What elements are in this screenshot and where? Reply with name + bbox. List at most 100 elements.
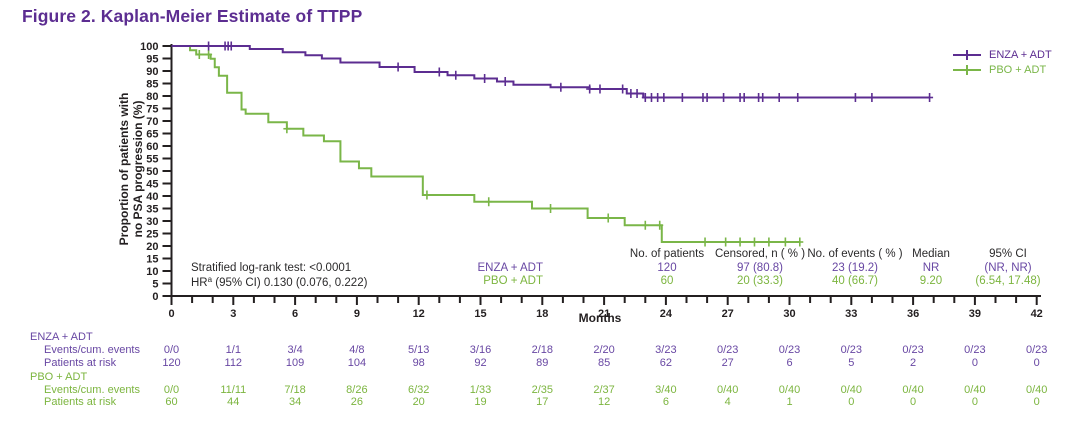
summary-header: No. of patients bbox=[629, 248, 705, 260]
hr-value: (95% CI) 0.130 (0.076, 0.222) bbox=[212, 276, 368, 289]
risk-pbo-events-cell: 2/35 bbox=[531, 383, 553, 396]
risk-pbo-atrisk-cell: 20 bbox=[412, 395, 425, 408]
risk-pbo-events-cell: 0/40 bbox=[716, 383, 739, 396]
risk-row-label-pbo-events: Events/cum. events bbox=[44, 383, 140, 396]
km-curve-enza bbox=[171, 45, 930, 99]
risk-pbo-atrisk-cell: 6 bbox=[662, 395, 669, 408]
risk-pbo-atrisk-cell: 26 bbox=[350, 395, 364, 408]
legend-label-enza: ENZA + ADT bbox=[989, 48, 1052, 61]
hazard-ratio-annotation: HRa (95% CI) 0.130 (0.076, 0.222) bbox=[191, 275, 367, 289]
hr-footnote-marker: a bbox=[207, 274, 213, 284]
x-tick-label: 42 bbox=[1031, 308, 1043, 320]
risk-enza-atrisk-cell: 5 bbox=[848, 356, 855, 369]
legend-item-enza: ENZA + ADT bbox=[952, 47, 1052, 62]
y-tick-label: 10 bbox=[146, 266, 158, 278]
legend-label-pbo: PBO + ADT bbox=[989, 63, 1047, 76]
risk-pbo-events-cell: 0/40 bbox=[1025, 383, 1048, 396]
risk-enza-events-cell: 0/23 bbox=[902, 344, 924, 356]
risk-enza-events-cell: 3/16 bbox=[469, 344, 492, 356]
enza-line-swatch bbox=[953, 49, 981, 60]
summary-header: No. of events ( % ) bbox=[807, 248, 903, 260]
x-tick-label: 0 bbox=[168, 308, 174, 320]
summary-value: 9.20 bbox=[919, 274, 943, 287]
y-axis-label-line1: Proportion of patients with bbox=[117, 92, 131, 246]
x-tick-label: 27 bbox=[722, 308, 734, 320]
risk-pbo-atrisk-cell: 0 bbox=[1033, 395, 1040, 408]
risk-pbo-atrisk-cell: 60 bbox=[165, 395, 178, 408]
x-tick-label: 33 bbox=[845, 308, 857, 320]
x-tick-label: 9 bbox=[354, 308, 360, 320]
y-tick-label: 20 bbox=[146, 241, 158, 253]
risk-pbo-events-cell: 0/0 bbox=[163, 383, 180, 396]
risk-enza-atrisk-cell: 85 bbox=[597, 356, 611, 369]
risk-pbo-events-cell: 0/40 bbox=[964, 383, 986, 396]
x-axis-label: Months bbox=[578, 311, 622, 325]
risk-enza-atrisk-cell: 89 bbox=[536, 356, 549, 369]
summary-header: Censored, n ( % ) bbox=[714, 248, 806, 260]
risk-enza-atrisk-cell: 92 bbox=[474, 356, 487, 369]
y-tick-label: 85 bbox=[146, 78, 158, 90]
risk-enza-events-cell: 1/1 bbox=[225, 344, 241, 356]
risk-pbo-events-cell: 3/40 bbox=[655, 383, 677, 396]
x-tick-label: 24 bbox=[660, 308, 673, 320]
x-tick-label: 36 bbox=[907, 308, 919, 320]
y-tick-label: 75 bbox=[146, 103, 158, 115]
y-tick-label: 100 bbox=[140, 41, 158, 53]
risk-pbo-events-cell: 7/18 bbox=[284, 383, 306, 396]
x-tick-label: 12 bbox=[413, 308, 425, 320]
summary-value: 120 bbox=[657, 262, 677, 274]
y-tick-label: 35 bbox=[146, 203, 158, 215]
y-tick-label: 45 bbox=[146, 178, 158, 190]
summary-value: 97 (80.8) bbox=[736, 262, 784, 274]
risk-row-label-enza-atrisk: Patients at risk bbox=[44, 356, 117, 369]
risk-group-label-enza: ENZA + ADT bbox=[30, 331, 93, 343]
risk-pbo-atrisk-cell: 12 bbox=[597, 395, 611, 408]
x-tick-label: 3 bbox=[230, 308, 236, 320]
y-tick-label: 95 bbox=[146, 53, 158, 65]
risk-enza-atrisk-cell: 0 bbox=[1033, 356, 1040, 369]
risk-pbo-events-cell: 0/40 bbox=[778, 383, 801, 396]
risk-enza-events-cell: 0/23 bbox=[716, 344, 739, 356]
risk-enza-atrisk-cell: 27 bbox=[721, 356, 734, 369]
risk-pbo-atrisk-cell: 0 bbox=[910, 395, 917, 408]
y-tick-label: 50 bbox=[146, 166, 158, 178]
legend-item-pbo: PBO + ADT bbox=[952, 62, 1052, 77]
summary-value: (6.54, 17.48) bbox=[975, 274, 1041, 287]
risk-pbo-atrisk-cell: 19 bbox=[474, 395, 487, 408]
risk-enza-events-cell: 3/4 bbox=[287, 344, 303, 356]
risk-pbo-events-cell: 8/26 bbox=[346, 383, 368, 396]
risk-pbo-atrisk-cell: 1 bbox=[786, 395, 793, 408]
summary-header: Median bbox=[912, 248, 950, 260]
risk-enza-events-cell: 3/23 bbox=[655, 344, 677, 356]
risk-enza-atrisk-cell: 62 bbox=[659, 356, 673, 369]
x-tick-label: 30 bbox=[783, 308, 795, 320]
summary-value: 60 bbox=[660, 274, 674, 287]
summary-value: (NR, NR) bbox=[984, 262, 1032, 274]
risk-enza-atrisk-cell: 112 bbox=[224, 356, 243, 369]
risk-enza-atrisk-cell: 109 bbox=[285, 356, 305, 369]
logrank-annotation: Stratified log-rank test: <0.0001 bbox=[191, 262, 352, 274]
risk-pbo-events-cell: 6/32 bbox=[407, 383, 430, 396]
summary-value: NR bbox=[922, 262, 940, 274]
summary-value: 23 (19.2) bbox=[831, 262, 879, 274]
summary-value: 20 (33.3) bbox=[736, 274, 784, 287]
x-tick-label: 6 bbox=[292, 308, 298, 320]
y-tick-label: 65 bbox=[146, 128, 158, 140]
risk-enza-events-cell: 0/23 bbox=[1025, 344, 1048, 356]
y-axis-label: Proportion of patients with no PSA progr… bbox=[117, 38, 145, 300]
risk-pbo-events-cell: 0/40 bbox=[902, 383, 924, 396]
risk-enza-events-cell: 0/23 bbox=[778, 344, 801, 356]
risk-enza-events-cell: 0/23 bbox=[964, 344, 986, 356]
risk-pbo-atrisk-cell: 0 bbox=[848, 395, 855, 408]
risk-row-label-enza-events: Events/cum. events bbox=[44, 344, 140, 356]
y-tick-label: 5 bbox=[152, 278, 158, 290]
risk-pbo-atrisk-cell: 0 bbox=[971, 395, 978, 408]
y-tick-label: 30 bbox=[146, 216, 158, 228]
y-tick-label: 80 bbox=[146, 91, 158, 103]
risk-enza-events-cell: 4/8 bbox=[349, 344, 365, 356]
risk-enza-events-cell: 0/0 bbox=[163, 344, 180, 356]
x-tick-label: 15 bbox=[474, 308, 486, 320]
risk-enza-events-cell: 2/20 bbox=[593, 344, 615, 356]
